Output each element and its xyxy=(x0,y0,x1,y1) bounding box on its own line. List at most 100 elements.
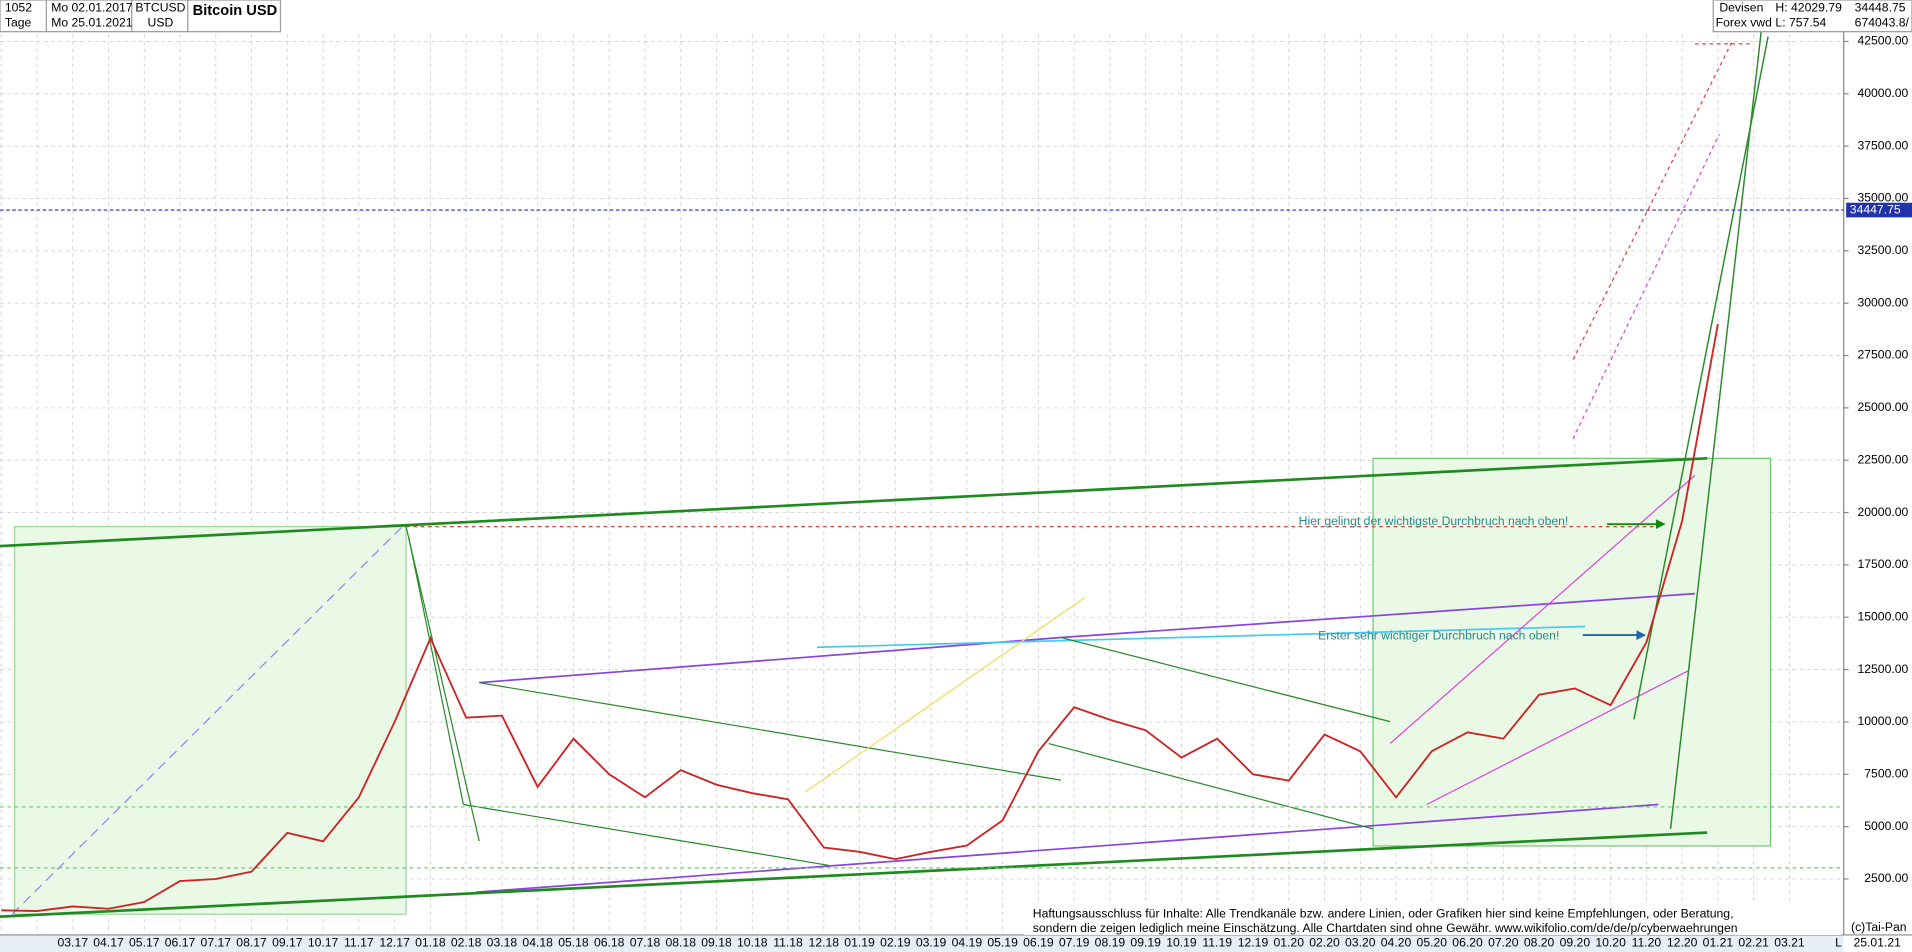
x-tick-label: 11.17 xyxy=(344,936,374,950)
y-tick-label: 30000.00 xyxy=(1857,295,1908,309)
x-tick-label: 10.19 xyxy=(1166,936,1197,950)
trend-line xyxy=(1060,592,1696,639)
header-start: Mo 02.01.2017 xyxy=(51,1,133,15)
trend-line xyxy=(475,803,1659,894)
zone-box xyxy=(1372,457,1772,847)
trend-line xyxy=(11,526,403,915)
x-tick-label: 11.20 xyxy=(1632,936,1662,950)
x-tick-label: 06.18 xyxy=(594,936,625,950)
x-tick-label: 09.19 xyxy=(1130,936,1161,950)
x-tick-label: 11.18 xyxy=(773,936,803,950)
y-tick-label: 27500.00 xyxy=(1857,348,1908,362)
x-tick-label: 10.17 xyxy=(308,936,339,950)
x-tick-label: 07.18 xyxy=(630,936,661,950)
arrow-head xyxy=(1655,519,1666,530)
end-date: 25.01.21 xyxy=(1853,936,1901,950)
x-tick-label: 12.20 xyxy=(1667,936,1698,950)
x-tick-label: 08.19 xyxy=(1095,936,1126,950)
trend-line xyxy=(1633,36,1769,720)
x-tick-label: 05.20 xyxy=(1417,936,1448,950)
x-tick-label: 05.19 xyxy=(987,936,1018,950)
y-tick-label: 20000.00 xyxy=(1857,505,1908,519)
y-tick-label: 35000.00 xyxy=(1857,191,1908,205)
trend-line xyxy=(1426,669,1690,806)
x-tick-label: 06.19 xyxy=(1023,936,1054,950)
trend-line xyxy=(804,596,1086,793)
x-tick-label: 07.19 xyxy=(1059,936,1090,950)
y-tick-label: 22500.00 xyxy=(1857,452,1908,466)
x-tick-label: 05.17 xyxy=(129,936,160,950)
trend-line xyxy=(1572,42,1733,360)
trend-line xyxy=(0,831,1708,918)
annotation: Erster sehr wichtiger Durchbruch nach ob… xyxy=(1318,629,1559,643)
x-tick-label: 06.20 xyxy=(1452,936,1483,950)
y-tick-label: 7500.00 xyxy=(1864,766,1908,780)
x-tick-label: 02.18 xyxy=(451,936,482,950)
x-tick-label: 04.18 xyxy=(522,936,553,950)
x-tick-label: 09.18 xyxy=(701,936,732,950)
x-tick-label: 06.17 xyxy=(165,936,196,950)
annotation: Hier gelingt der wichtigste Durchbruch n… xyxy=(1299,514,1569,528)
trend-line xyxy=(407,536,464,805)
x-tick-label: 08.18 xyxy=(665,936,696,950)
x-tick-label: 04.20 xyxy=(1381,936,1412,950)
drawings xyxy=(0,24,1844,918)
x-tick-label: 02.20 xyxy=(1309,936,1340,950)
x-tick-label: 03.17 xyxy=(57,936,88,950)
right-top: 34448.75 xyxy=(1855,1,1906,15)
x-tick-label: 10.18 xyxy=(737,936,768,950)
x-tick-label: 02.21 xyxy=(1738,936,1769,950)
y-tick-label: 10000.00 xyxy=(1857,714,1908,728)
y-tick-label: 40000.00 xyxy=(1857,86,1908,100)
arrow-head xyxy=(1636,630,1647,640)
scale-mode: L xyxy=(1835,936,1842,950)
x-tick-label: 03.19 xyxy=(916,936,947,950)
x-tick-label: 03.20 xyxy=(1345,936,1376,950)
x-tick-label: 12.18 xyxy=(809,936,840,950)
disclaimer: sondern die zeigen lediglich meine Einsc… xyxy=(1033,921,1738,935)
trend-line xyxy=(1669,24,1763,829)
x-tick-label: 05.18 xyxy=(558,936,589,950)
trend-line xyxy=(0,456,1708,548)
trend-line xyxy=(816,625,1586,649)
header-count: 1052 xyxy=(5,1,32,15)
y-tick-label: 17500.00 xyxy=(1857,557,1908,571)
x-tick-label: 07.20 xyxy=(1488,936,1519,950)
x-tick-label: 04.17 xyxy=(93,936,124,950)
high: H: 42029.79 xyxy=(1775,1,1842,15)
y-tick-label: 32500.00 xyxy=(1857,243,1908,257)
x-tick-label: 04.19 xyxy=(952,936,983,950)
x-axis-band xyxy=(0,934,1844,952)
header-period: Tage xyxy=(5,15,32,29)
zone-box xyxy=(14,525,407,915)
header-end: Mo 25.01.2021 xyxy=(51,15,133,29)
trend-line xyxy=(1060,636,1391,723)
x-tick-label: 01.21 xyxy=(1703,936,1734,950)
y-tick-label: 5000.00 xyxy=(1864,819,1908,833)
x-tick-label: 08.20 xyxy=(1524,936,1555,950)
disclaimer: Haftungsausschluss für Inhalte: Alle Tre… xyxy=(1033,906,1734,920)
x-tick-label: 02.19 xyxy=(880,936,911,950)
trend-line xyxy=(463,803,830,867)
trend-line xyxy=(1572,133,1720,440)
trend-line xyxy=(405,526,480,842)
x-tick-label: 01.18 xyxy=(415,936,446,950)
y-tick-label: 2500.00 xyxy=(1864,871,1908,885)
trend-line xyxy=(1048,742,1374,830)
info-box xyxy=(1712,0,1912,33)
low: L: 757.54 xyxy=(1775,15,1826,29)
x-tick-label: 03.21 xyxy=(1774,936,1805,950)
trend-line xyxy=(479,682,1061,781)
y-tick-label: 42500.00 xyxy=(1857,34,1908,48)
y-tick-label: 25000.00 xyxy=(1857,400,1908,414)
x-tick-label: 12.19 xyxy=(1238,936,1269,950)
x-tick-label: 01.19 xyxy=(844,936,875,950)
y-tick-label: 12500.00 xyxy=(1857,662,1908,676)
price-line xyxy=(1,323,1719,912)
trend-line xyxy=(479,636,1061,684)
x-tick-label: 10.20 xyxy=(1595,936,1626,950)
chart-title: Bitcoin USD xyxy=(193,3,278,19)
header-currency: USD xyxy=(148,15,174,29)
right-second: 674043.8/ xyxy=(1855,15,1910,29)
